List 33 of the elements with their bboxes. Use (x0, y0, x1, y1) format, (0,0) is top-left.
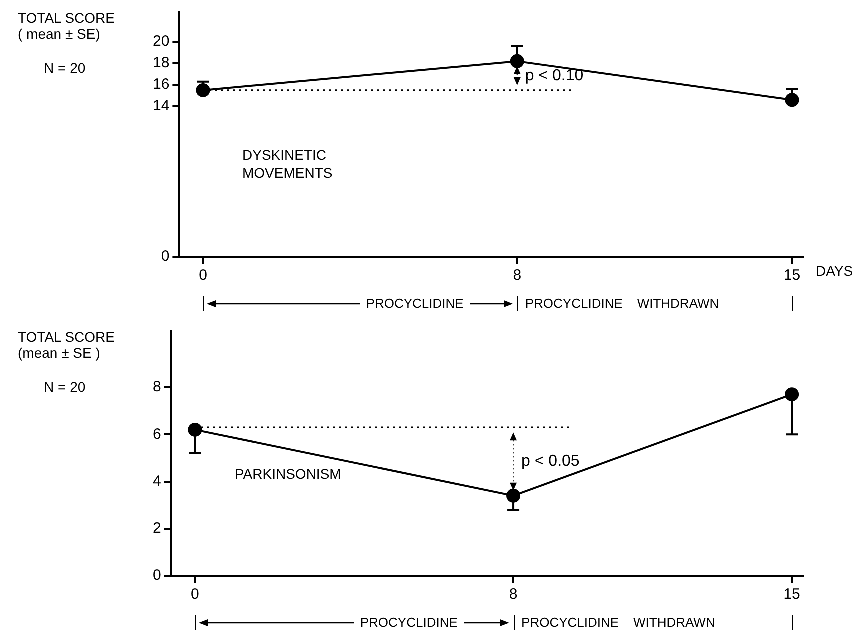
annotation: PARKINSONISM (235, 466, 342, 482)
y-tick-label: 18 (152, 54, 170, 72)
text: PROCYCLIDINE (360, 296, 470, 311)
x-tick-label: 15 (784, 267, 801, 284)
annotation: p < 0.05 (522, 453, 580, 470)
y-tick-label: 0 (161, 248, 170, 266)
point (506, 488, 521, 503)
text: N = 20 (44, 60, 86, 76)
y-tick-label: 16 (152, 76, 170, 94)
x-tick-label: 0 (199, 267, 208, 284)
x-tick-label: 0 (191, 586, 200, 604)
point (785, 93, 800, 108)
y-axis-title: TOTAL SCORE (mean ± SE ) (18, 328, 115, 361)
point (785, 388, 800, 402)
y-tick-label: 14 (152, 98, 170, 115)
point (188, 422, 202, 437)
x-tick-label: 8 (509, 586, 518, 604)
x-tick-label: 8 (513, 267, 522, 284)
text: N = 20 (44, 378, 86, 395)
y-tick-label: 2 (153, 520, 162, 538)
y-tick-label: 6 (153, 426, 162, 443)
point (196, 83, 210, 98)
y-tick-label: 20 (152, 33, 170, 50)
y-tick-label: 4 (153, 472, 162, 490)
text: PROCYCLIDINE (354, 615, 464, 630)
point (510, 54, 524, 68)
y-axis-title: TOTAL SCORE ( mean ± SE) (18, 10, 115, 42)
y-tick-label: 0 (153, 567, 162, 584)
x-tick-label: 15 (784, 586, 800, 604)
annotation: DYSKINETIC MOVEMENTS (242, 147, 333, 182)
y-tick-label: 8 (153, 378, 162, 396)
text: PROCYCLIDINE WITHDRAWN (525, 296, 720, 311)
text: PROCYCLIDINE WITHDRAWN (522, 615, 716, 630)
